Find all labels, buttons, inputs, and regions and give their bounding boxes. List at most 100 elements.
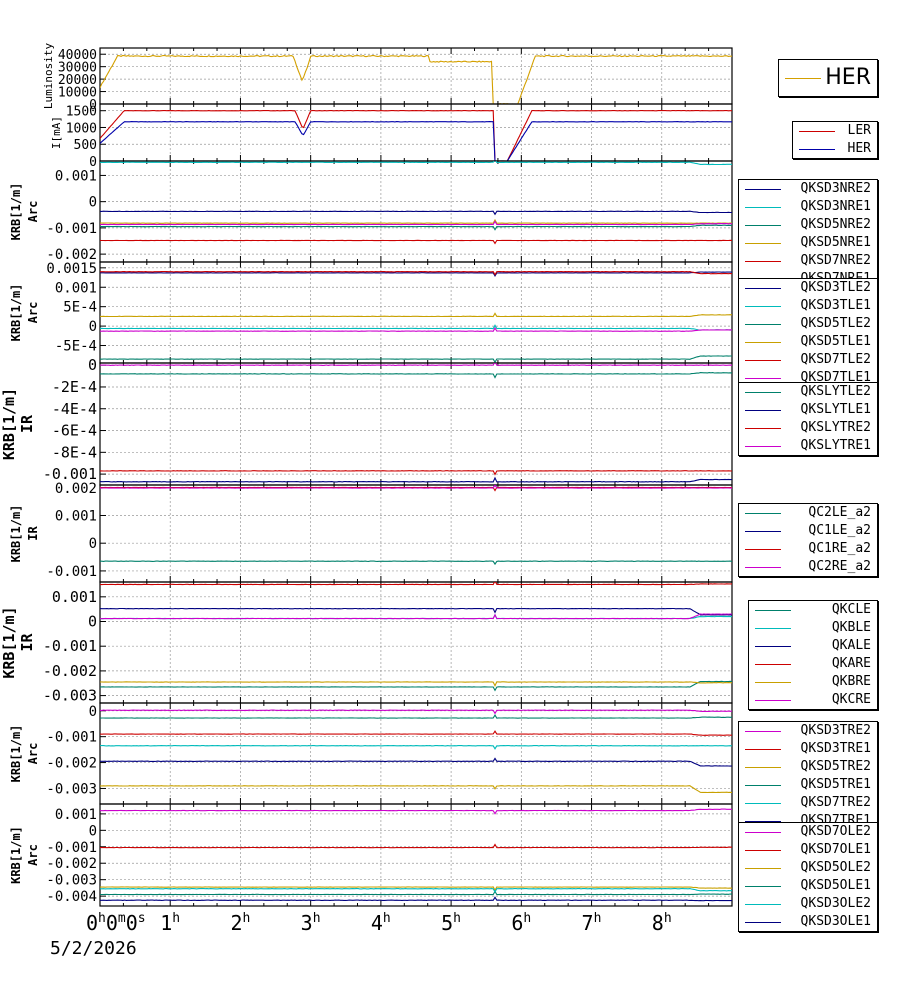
legend-entry: QKSD7NRE2 — [739, 252, 877, 270]
y-axis-sublabel: IR — [18, 633, 36, 652]
y-axis-sublabel: Arc — [26, 302, 40, 324]
y-tick-label: -2E-4 — [52, 378, 97, 396]
legend-swatch — [745, 392, 781, 393]
legend-swatch — [745, 922, 781, 923]
y-axis-label: KRB[1/m] — [0, 606, 18, 678]
legend-panel-3: QKSD3NRE2 QKSD3NRE1 QKSD5NRE2 QKSD5NRE1 QKSD… — [738, 179, 878, 289]
legend-swatch — [745, 306, 781, 307]
y-tick-label: 10000 — [58, 86, 97, 101]
y-axis-label: KRB[1/m] — [9, 725, 23, 783]
legend-entry: QKSD3TRE2 — [739, 722, 877, 740]
chart-panel-5: 0 -2E-4 -4E-4 -6E-4 -8E-4 -0.001 KRB[1/m] IR — [0, 356, 733, 486]
legend-label: QC2RE_a2 — [808, 559, 871, 574]
series-line-qkslytle2 — [100, 372, 732, 379]
y-tick-label: 1500 — [66, 105, 97, 120]
legend-label: QKCRE — [831, 692, 871, 707]
y-tick-label: -4E-4 — [52, 400, 97, 418]
legend-entry: QKSD3OLE2 — [739, 895, 877, 913]
legend-label: QKSLYTLE1 — [800, 402, 871, 417]
series-line-her — [100, 54, 732, 104]
legend-entry: QC2LE_a2 — [739, 504, 877, 522]
series-line-qksd3tle1 — [100, 324, 732, 331]
series-line-qksd3nre1 — [100, 161, 732, 166]
legend-label: QKSD3TLE2 — [800, 280, 871, 295]
legend-label: QKCLE — [831, 602, 871, 617]
legend-swatch — [755, 610, 791, 611]
plot-frame — [99, 261, 733, 364]
legend-entry: QKSLYTRE1 — [739, 437, 877, 455]
y-tick-label: 0 — [89, 704, 97, 720]
y-tick-label: -6E-4 — [52, 422, 97, 440]
legend-label: QKSD7NRE2 — [800, 253, 871, 268]
legend-swatch — [745, 868, 781, 869]
legend-entry: QKSD3NRE1 — [739, 198, 877, 216]
y-tick-label: 0 — [89, 823, 97, 839]
y-tick-label: 0.001 — [55, 280, 97, 296]
x-tick-label: 1h — [160, 911, 180, 935]
legend-entry: QKSD5TLE2 — [739, 315, 877, 333]
series-line-qksd3tre2 — [100, 709, 732, 715]
y-tick-label: -0.001 — [46, 730, 97, 746]
series-line-qksd7tre2 — [100, 745, 732, 750]
series-line-qksd5nre1 — [100, 218, 732, 224]
legend-entry: QC1RE_a2 — [739, 540, 877, 558]
series-line-qksd3tre1 — [100, 730, 732, 736]
legend-label: QKSD7TLE1 — [800, 370, 871, 385]
y-axis-label: Luminosity — [42, 43, 55, 110]
legend-swatch — [745, 904, 781, 905]
legend-swatch — [745, 225, 781, 226]
series-line-qksd7ole2 — [100, 808, 732, 815]
legend-label: QKSD7TLE2 — [800, 352, 871, 367]
series-line-qkcle — [100, 680, 732, 692]
y-tick-label: 0 — [89, 155, 97, 170]
legend-entry: QKSD5OLE2 — [739, 859, 877, 877]
series-line-qksd7ole1 — [100, 843, 732, 849]
series-line-qksd7nre1 — [100, 220, 732, 226]
y-tick-label: 0.0015 — [46, 261, 97, 277]
legend-entry: QKSD7TRE2 — [739, 794, 877, 812]
y-tick-label: 0.001 — [55, 508, 97, 524]
series-line-qksd7tle1 — [100, 327, 732, 332]
y-tick-label: -0.001 — [46, 840, 97, 856]
legend-label: QKSD7OLE2 — [800, 824, 871, 839]
legend-swatch — [755, 700, 791, 701]
x-tick-label: 2h — [230, 911, 250, 935]
legend-entry: QKALE — [749, 637, 877, 655]
legend-panel-6: QC2LE_a2 QC1LE_a2 QC1RE_a2 QC2RE_a2 — [738, 503, 878, 577]
chart-panel-6: 0.002 0.001 0 -0.001 KRB[1/m] IR — [9, 481, 733, 583]
legend-panel-9: QKSD7OLE2 QKSD7OLE1 QKSD5OLE2 QKSD5OLE1 QKSD… — [738, 822, 878, 932]
legend-swatch — [745, 243, 781, 244]
series-line-qksd3tle2 — [100, 271, 732, 277]
legend-label: QKSD3TRE1 — [800, 741, 871, 756]
legend-entry: QKSD5OLE1 — [739, 877, 877, 895]
chart-panel-4: 0.0015 0.001 5E-4 0 -5E-4 KRB[1/m] Arc — [9, 261, 733, 364]
series-line-qksd5ole1 — [100, 890, 732, 896]
legend-swatch — [745, 513, 781, 514]
y-tick-label: -0.003 — [46, 781, 97, 797]
y-tick-label: -8E-4 — [52, 443, 97, 461]
series-line-qksd7nre2 — [100, 239, 732, 245]
series-line-qksd5tre1 — [100, 714, 732, 719]
legend-swatch — [799, 149, 835, 150]
legend-entry: QKSD7OLE1 — [739, 841, 877, 859]
legend-swatch — [755, 682, 791, 683]
x-tick-label: 6h — [511, 911, 531, 935]
legend-label: QKBRE — [831, 674, 871, 689]
legend-entry: QKSD5TRE2 — [739, 758, 877, 776]
legend-swatch — [745, 850, 781, 851]
series-line-qksd5tle1 — [100, 312, 732, 318]
legend-entry: QKSD5NRE2 — [739, 216, 877, 234]
series-line-qc2le_a2 — [100, 560, 732, 566]
y-tick-label: 0 — [89, 536, 97, 552]
series-line-qksd5tle2 — [100, 355, 732, 363]
legend-entry: QKSD5NRE1 — [739, 234, 877, 252]
x-tick-label: 3h — [301, 911, 321, 935]
legend-swatch — [745, 189, 781, 190]
legend-label: QKSD5TRE1 — [800, 777, 871, 792]
legend-label: QC1LE_a2 — [808, 523, 871, 538]
legend-swatch — [745, 785, 781, 786]
y-tick-label: -0.002 — [46, 247, 97, 263]
